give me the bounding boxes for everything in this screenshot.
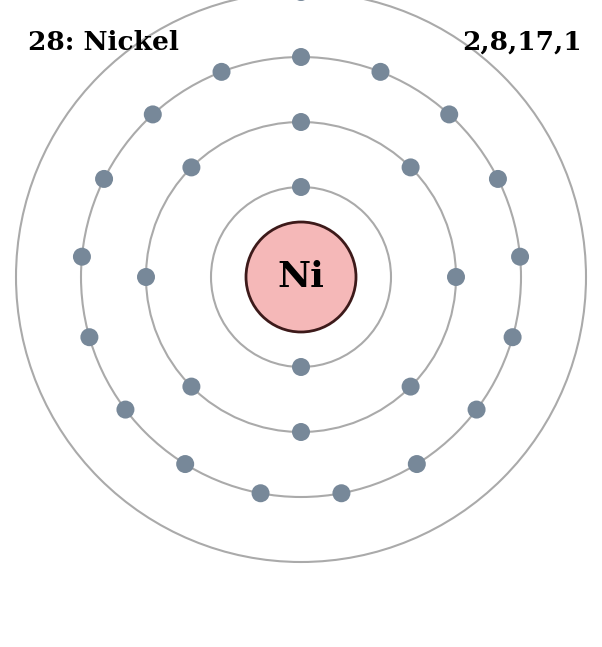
Circle shape [81, 328, 98, 346]
Circle shape [182, 378, 200, 395]
Circle shape [137, 268, 155, 286]
Circle shape [182, 159, 200, 177]
Circle shape [292, 48, 310, 66]
Circle shape [447, 268, 465, 286]
Circle shape [402, 159, 420, 177]
Circle shape [73, 248, 91, 266]
Circle shape [292, 178, 310, 196]
Circle shape [511, 248, 529, 266]
Circle shape [176, 455, 194, 473]
Text: Ni: Ni [278, 260, 324, 294]
Circle shape [332, 484, 350, 502]
Circle shape [504, 328, 521, 346]
Circle shape [371, 63, 389, 81]
Circle shape [468, 400, 486, 419]
Circle shape [116, 400, 134, 419]
Circle shape [252, 484, 270, 502]
Circle shape [95, 170, 113, 188]
Circle shape [144, 105, 162, 124]
Circle shape [246, 222, 356, 332]
Circle shape [402, 378, 420, 395]
Circle shape [292, 423, 310, 441]
Circle shape [489, 170, 507, 188]
Circle shape [440, 105, 458, 124]
Circle shape [292, 0, 310, 1]
Circle shape [408, 455, 426, 473]
Circle shape [213, 63, 231, 81]
Text: 28: Nickel: 28: Nickel [28, 30, 179, 55]
Circle shape [292, 113, 310, 131]
Circle shape [292, 358, 310, 376]
Text: 2,8,17,1: 2,8,17,1 [462, 30, 582, 55]
